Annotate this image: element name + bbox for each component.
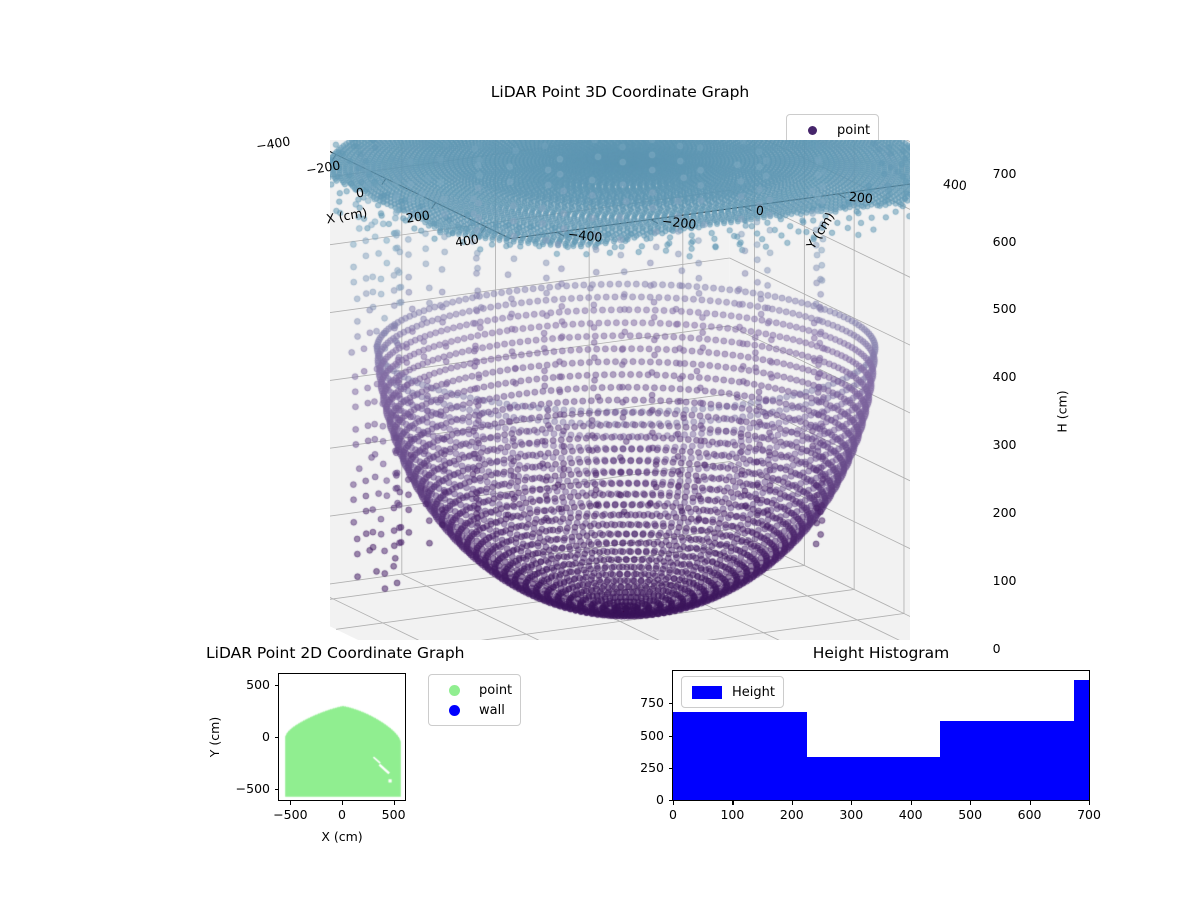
plot2d-xtick-1: 0 <box>338 807 346 822</box>
histogram-xtick-6: 600 <box>1017 807 1042 822</box>
histogram-bar <box>1074 680 1089 800</box>
legend-label-height: Height <box>732 684 775 700</box>
plot2d-xtickmark-1 <box>342 801 344 805</box>
plot2d-ytick-0: −500 <box>235 780 270 796</box>
plot3d-ztick-4: 400 <box>992 369 1017 385</box>
plot3d-xtick-3: 200 <box>404 206 431 226</box>
plot2d-ytick-1: 0 <box>262 729 270 744</box>
histogram-xtick-7: 700 <box>1077 807 1101 822</box>
legend-dot-point-icon <box>795 125 829 135</box>
plot2d-xlabel: X (cm) <box>321 829 363 844</box>
plot2d-ytick-2: 500 <box>246 677 270 693</box>
legend-item-height[interactable]: Height <box>690 682 775 702</box>
plot3d-ztick-2: 200 <box>992 504 1017 520</box>
histogram-ytick-1: 250 <box>640 759 664 775</box>
plot3d-point-cloud <box>330 140 910 640</box>
plot3d-axes[interactable] <box>330 140 910 640</box>
histogram-ytickmark-0 <box>668 800 672 802</box>
plot3d-title: LiDAR Point 3D Coordinate Graph <box>490 83 750 101</box>
legend-label-wall: wall <box>479 702 505 718</box>
histogram-ytick-2: 500 <box>640 727 664 743</box>
histogram-ytickmark-3 <box>668 703 672 705</box>
plot2d-xtick-2: 500 <box>381 807 406 822</box>
histogram-xtickmark-7 <box>1089 801 1091 805</box>
legend-label-point: point <box>479 682 513 698</box>
histogram-title: Height Histogram <box>812 644 950 662</box>
histogram-xtickmark-6 <box>1029 801 1031 805</box>
legend-item-point[interactable]: point <box>795 120 870 140</box>
histogram-xtick-2: 200 <box>779 807 804 822</box>
histogram-bar <box>673 712 807 800</box>
histogram-xtick-5: 500 <box>958 807 983 822</box>
plot2d-xtickmark-2 <box>393 801 395 805</box>
histogram-xtick-4: 400 <box>898 807 923 822</box>
plot3d-ztick-1: 100 <box>992 572 1017 588</box>
plot2d-ytickmark-2 <box>274 685 278 687</box>
histogram-xtickmark-2 <box>791 801 793 805</box>
histogram-xtickmark-1 <box>732 801 734 805</box>
plot3d-ztick-3: 300 <box>992 437 1017 453</box>
plot2d-axes[interactable] <box>278 673 406 801</box>
histogram-ytick-0: 0 <box>656 792 664 807</box>
histogram-xtick-1: 100 <box>720 807 745 822</box>
histogram-xtickmark-3 <box>851 801 853 805</box>
histogram-ytickmark-2 <box>668 735 672 737</box>
legend-dot-point-icon <box>437 684 471 696</box>
plot2d-xtickmark-0 <box>290 801 292 805</box>
histogram-ytickmark-1 <box>668 767 672 769</box>
plot3d-ztick-5: 500 <box>992 301 1017 317</box>
histogram-xtickmark-0 <box>673 801 675 805</box>
plot3d-ztick-7: 700 <box>992 165 1017 181</box>
plot2d-title: LiDAR Point 2D Coordinate Graph <box>206 644 465 662</box>
plot2d-legend[interactable]: point wall <box>428 674 522 726</box>
histogram-axes[interactable] <box>672 670 1090 801</box>
histogram-ytick-3: 750 <box>640 695 664 711</box>
plot3d-ytick-4: 400 <box>942 175 968 194</box>
plot3d-ytick-3: 200 <box>848 188 874 207</box>
histogram-xtickmark-4 <box>910 801 912 805</box>
legend-label-point: point <box>837 122 871 138</box>
histogram-legend[interactable]: Height <box>681 676 784 708</box>
histogram-xtick-0: 0 <box>669 807 677 822</box>
histogram-xtickmark-5 <box>970 801 972 805</box>
plot3d-ztick-0: 0 <box>992 640 1001 656</box>
plot2d-point-cloud <box>279 674 405 800</box>
plot2d-ytickmark-0 <box>274 788 278 790</box>
legend-dot-wall-icon <box>437 704 471 716</box>
plot3d-zlabel: H (cm) <box>1054 390 1070 433</box>
plot2d-ytickmark-1 <box>274 737 278 739</box>
plot2d-ylabel: Y (cm) <box>207 716 222 758</box>
legend-patch-height-icon <box>690 685 724 699</box>
legend-item-point[interactable]: point <box>437 680 512 700</box>
plot2d-xtick-0: −500 <box>273 807 308 822</box>
legend-item-wall[interactable]: wall <box>437 700 512 720</box>
plot3d-ytick-2: 0 <box>754 202 765 219</box>
histogram-xtick-3: 300 <box>839 807 864 822</box>
histogram-bar <box>940 721 1075 800</box>
plot3d-ztick-6: 600 <box>992 233 1017 249</box>
plot3d-xtick-0: −400 <box>255 133 292 155</box>
histogram-bar <box>806 757 941 800</box>
